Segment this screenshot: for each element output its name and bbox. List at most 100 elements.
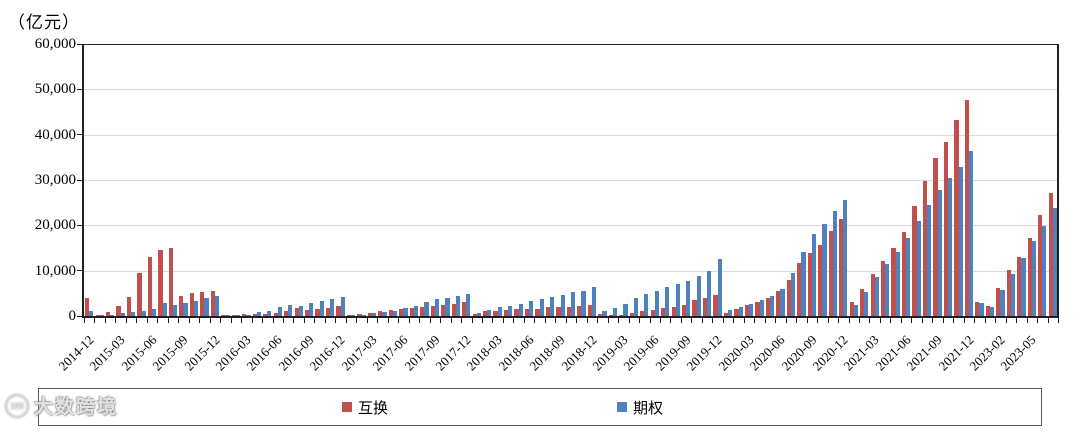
- bar-swap: [765, 297, 770, 316]
- bar-option: [811, 233, 817, 316]
- x-tick: [1005, 318, 1007, 323]
- bar-swap: [818, 244, 823, 316]
- bar-option: [1021, 258, 1026, 316]
- bar-option: [717, 258, 722, 316]
- bar-swap: [336, 306, 341, 316]
- bar-swap: [168, 248, 174, 316]
- bar-option: [183, 303, 188, 316]
- bar-swap: [189, 292, 194, 316]
- bar-swap: [577, 306, 582, 316]
- x-tick: [649, 318, 651, 323]
- bar-option: [581, 290, 586, 316]
- bar-swap: [797, 263, 802, 316]
- bar-swap: [514, 309, 519, 316]
- bar-swap: [263, 313, 268, 316]
- plot-top-border: [84, 44, 1058, 45]
- bar-option: [1031, 241, 1036, 316]
- x-tick: [324, 318, 326, 323]
- swap-series-swatch-icon: [342, 402, 352, 412]
- x-tick: [513, 318, 515, 323]
- x-tick: [743, 318, 745, 323]
- bar-swap: [629, 313, 634, 316]
- x-tick: [450, 318, 452, 323]
- bar-swap: [116, 306, 121, 316]
- bar-option: [769, 296, 775, 316]
- x-tick: [900, 318, 902, 323]
- x-tick: [209, 318, 211, 323]
- bar-swap: [901, 231, 907, 316]
- bar-swap: [367, 312, 372, 316]
- bar-swap: [346, 315, 352, 316]
- bar-swap: [409, 308, 414, 316]
- bar-swap: [682, 305, 687, 316]
- bar-option: [1052, 208, 1057, 316]
- bar-swap: [608, 315, 613, 316]
- bar-option: [413, 305, 419, 316]
- bar-swap: [1038, 215, 1043, 316]
- y-axis-label: 60,000: [34, 36, 76, 52]
- legend: 互换 期权: [38, 388, 1042, 426]
- bar-swap: [252, 314, 257, 316]
- bar-swap: [881, 260, 886, 316]
- bar-option: [131, 311, 136, 316]
- x-tick: [576, 318, 578, 323]
- x-tick: [963, 318, 965, 323]
- x-tick: [523, 318, 525, 323]
- bar-swap: [545, 307, 551, 316]
- x-tick: [995, 318, 997, 323]
- x-tick: [104, 318, 106, 323]
- x-tick: [806, 318, 808, 323]
- x-tick: [178, 318, 180, 323]
- bar-option: [141, 311, 146, 316]
- bar-swap: [126, 297, 132, 316]
- bar-option: [529, 301, 534, 316]
- x-tick: [670, 318, 672, 323]
- bar-option: [193, 300, 199, 316]
- bar-option: [989, 306, 995, 316]
- x-tick: [890, 318, 892, 323]
- bar-swap: [723, 312, 729, 316]
- bar-option: [487, 310, 492, 316]
- y-axis-line: [82, 44, 84, 318]
- bar-swap: [420, 306, 425, 316]
- y-axis-unit-label: （亿元）: [8, 13, 80, 32]
- bar-option: [267, 311, 272, 316]
- x-tick: [345, 318, 347, 323]
- bar-option: [497, 307, 502, 316]
- x-tick: [1026, 318, 1028, 323]
- bar-option: [686, 280, 691, 316]
- bar-option: [455, 296, 460, 316]
- bar-option: [1010, 273, 1016, 316]
- bar-option: [298, 305, 303, 316]
- legend-label-swap: 互换: [358, 400, 389, 417]
- bar-option: [340, 297, 345, 316]
- bar-swap: [200, 291, 205, 316]
- bar-swap: [388, 309, 393, 316]
- bar-swap: [242, 314, 247, 316]
- x-tick: [754, 318, 756, 323]
- bar-option: [571, 292, 576, 316]
- x-tick: [429, 318, 431, 323]
- x-tick: [817, 318, 819, 323]
- bar-option: [1042, 225, 1047, 316]
- y-axis-label: 10,000: [34, 262, 76, 279]
- legend-item-option: 期权: [617, 389, 663, 425]
- x-tick: [838, 318, 840, 323]
- x-tick: [125, 318, 127, 323]
- bar-swap: [671, 306, 676, 316]
- legend-item-swap: 互换: [342, 389, 388, 425]
- bar-option: [560, 294, 565, 316]
- bar-swap: [137, 272, 142, 316]
- x-tick: [911, 318, 913, 323]
- bar-swap: [221, 315, 226, 316]
- legend-label-option: 期权: [633, 400, 664, 417]
- bar-option: [780, 289, 785, 316]
- bar-swap: [535, 308, 540, 316]
- bar-option: [152, 308, 157, 316]
- y-axis-label: 40,000: [34, 126, 76, 143]
- x-tick: [502, 318, 504, 323]
- gridline: [84, 270, 1058, 272]
- bar-swap: [1027, 238, 1032, 316]
- x-tick: [377, 318, 379, 323]
- x-tick: [1047, 318, 1049, 323]
